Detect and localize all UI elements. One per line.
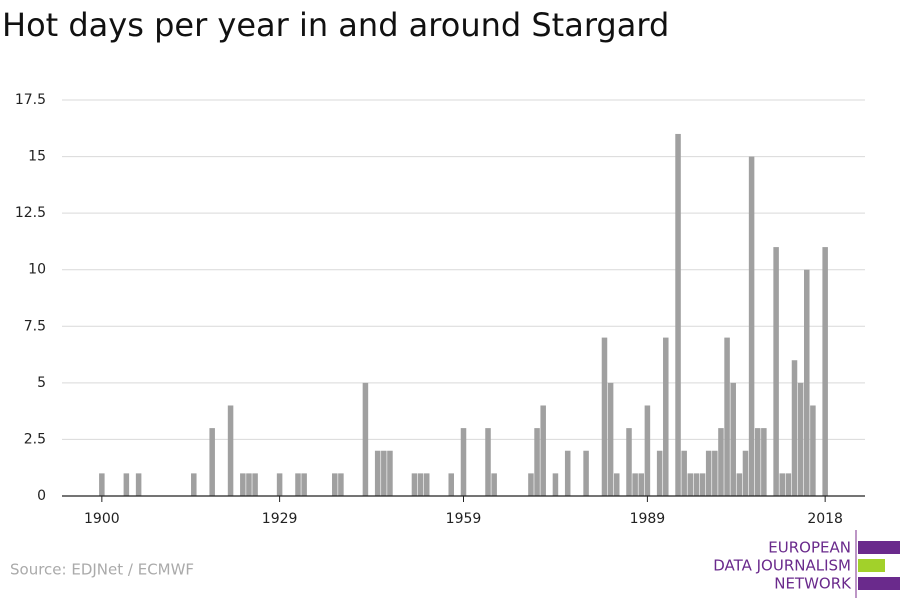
bar bbox=[491, 473, 497, 496]
bar bbox=[742, 450, 749, 496]
bar bbox=[276, 473, 283, 496]
bar bbox=[687, 473, 694, 496]
bar bbox=[705, 450, 712, 496]
y-tick-label: 2.5 bbox=[24, 431, 46, 447]
bar bbox=[387, 450, 393, 496]
bar bbox=[675, 133, 681, 496]
bar bbox=[338, 473, 344, 496]
bar bbox=[718, 428, 724, 496]
bar bbox=[804, 269, 810, 496]
x-tick-label: 1989 bbox=[630, 511, 666, 527]
bar bbox=[822, 247, 828, 496]
bar bbox=[607, 382, 614, 496]
bar bbox=[699, 473, 706, 496]
bar bbox=[712, 450, 718, 496]
bar bbox=[779, 473, 786, 496]
logo-text: EUROPEAN bbox=[768, 539, 851, 557]
y-tick-label: 17.5 bbox=[15, 92, 46, 108]
y-tick-label: 5 bbox=[37, 375, 46, 391]
bar bbox=[613, 473, 620, 496]
chart-title: Hot days per year in and around Stargard bbox=[2, 6, 669, 44]
bar bbox=[632, 473, 638, 496]
logo-bar bbox=[858, 541, 900, 554]
bar bbox=[693, 473, 700, 496]
bar bbox=[773, 247, 779, 496]
bar bbox=[191, 473, 197, 496]
logo-bar bbox=[858, 577, 900, 590]
bar bbox=[583, 450, 589, 496]
logo-bar bbox=[858, 559, 885, 572]
source: Source: EDJNet / ECMWF bbox=[10, 561, 194, 579]
y-tick-label: 10 bbox=[28, 262, 46, 278]
bar bbox=[552, 473, 559, 496]
y-tick-label: 15 bbox=[28, 149, 46, 165]
logo: EUROPEAN DATA JOURNALISM NETWORK bbox=[713, 530, 900, 598]
bar bbox=[724, 337, 730, 496]
bar bbox=[638, 473, 645, 496]
bar bbox=[791, 360, 798, 496]
logo-text: NETWORK bbox=[774, 575, 852, 593]
bar bbox=[301, 473, 307, 496]
y-tick-label: 12.5 bbox=[15, 205, 46, 221]
x-tick-label: 1959 bbox=[446, 511, 482, 527]
bar bbox=[797, 382, 804, 496]
bar bbox=[656, 450, 663, 496]
bar bbox=[99, 473, 105, 496]
bar bbox=[810, 405, 816, 496]
bar bbox=[534, 428, 540, 496]
y-tick-label: 7.5 bbox=[24, 318, 46, 334]
bar bbox=[411, 473, 418, 496]
bar bbox=[381, 450, 387, 496]
logo-text: DATA JOURNALISM bbox=[713, 557, 851, 575]
bar bbox=[626, 428, 632, 496]
bar bbox=[528, 473, 534, 496]
bar bbox=[209, 428, 215, 496]
bar bbox=[540, 405, 546, 496]
bar bbox=[240, 473, 246, 496]
bar bbox=[644, 405, 651, 496]
bar bbox=[601, 337, 608, 496]
bar bbox=[785, 473, 792, 496]
bar bbox=[730, 382, 736, 496]
bar bbox=[374, 450, 381, 496]
bar bbox=[681, 450, 687, 496]
bar bbox=[460, 428, 467, 496]
bar bbox=[754, 428, 761, 496]
bar bbox=[252, 473, 258, 496]
bar bbox=[362, 382, 369, 496]
bar bbox=[123, 473, 130, 496]
y-tick-label: 0 bbox=[37, 488, 46, 504]
bar bbox=[448, 473, 454, 496]
bar bbox=[736, 473, 743, 496]
bar bbox=[332, 473, 338, 496]
bar bbox=[246, 473, 252, 496]
x-tick-label: 2018 bbox=[807, 511, 843, 527]
bar bbox=[417, 473, 424, 496]
bar bbox=[663, 337, 669, 496]
bar bbox=[761, 428, 767, 496]
bar bbox=[135, 473, 142, 496]
x-tick-label: 1900 bbox=[84, 511, 120, 527]
bar bbox=[485, 428, 491, 496]
x-tick-label: 1929 bbox=[262, 511, 298, 527]
bar bbox=[295, 473, 301, 496]
bar bbox=[423, 473, 430, 496]
bar bbox=[564, 450, 571, 496]
bar bbox=[227, 405, 234, 496]
bar bbox=[748, 156, 755, 497]
